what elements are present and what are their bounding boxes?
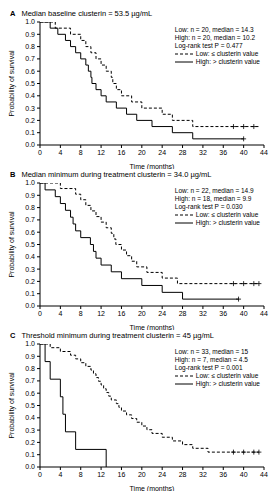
- svg-text:0: 0: [38, 471, 42, 478]
- html-text:Low: n = 22, median = 14.9: Low: n = 22, median = 14.9: [174, 187, 254, 194]
- svg-text:0.9: 0.9: [25, 31, 35, 38]
- svg-text:0.7: 0.7: [25, 55, 35, 62]
- html-text:High: > clusterin value: High: > clusterin value: [195, 219, 260, 226]
- svg-text:36: 36: [219, 310, 227, 317]
- svg-text:0.3: 0.3: [25, 427, 35, 434]
- svg-text:0.7: 0.7: [25, 216, 35, 223]
- html-text:Low: n = 33, median = 15: Low: n = 33, median = 15: [174, 348, 249, 355]
- svg-text:Probability of survival: Probability of survival: [8, 50, 16, 117]
- svg-text:4: 4: [58, 149, 62, 156]
- svg-text:20: 20: [138, 471, 146, 478]
- html-text:Median minimum during treatmen: Median minimum during treatment clusteri…: [21, 170, 212, 179]
- svg-text:0.9: 0.9: [25, 353, 35, 360]
- html-text:High: > clusterin value: High: > clusterin value: [195, 380, 260, 387]
- html-text:Log-rank test P = 0.477: Log-rank test P = 0.477: [174, 42, 243, 49]
- svg-text:0.5: 0.5: [25, 80, 35, 87]
- svg-text:12: 12: [97, 149, 105, 156]
- svg-text:0.6: 0.6: [25, 229, 35, 236]
- svg-text:44: 44: [260, 471, 268, 478]
- html-text:Low: ≤ clusterin value: Low: ≤ clusterin value: [195, 50, 259, 57]
- svg-text:44: 44: [260, 310, 268, 317]
- html-text:Low: ≤ clusterin value: Low: ≤ clusterin value: [195, 211, 259, 218]
- svg-text:0.5: 0.5: [25, 241, 35, 248]
- svg-text:0.3: 0.3: [25, 266, 35, 273]
- html-text:Log-rank test P = 0.001: Log-rank test P = 0.001: [174, 364, 243, 371]
- svg-text:0.8: 0.8: [25, 204, 35, 211]
- svg-text:1.0: 1.0: [25, 18, 35, 25]
- html-text:Median baseline clusterin = 53: Median baseline clusterin = 53.5 µg/mL: [21, 9, 153, 18]
- svg-text:0.2: 0.2: [25, 117, 35, 124]
- svg-text:0.3: 0.3: [25, 105, 35, 112]
- svg-text:Probability of survival: Probability of survival: [8, 372, 16, 439]
- svg-text:0.0: 0.0: [25, 141, 35, 148]
- svg-text:Time (months): Time (months): [130, 324, 175, 330]
- svg-text:24: 24: [158, 310, 166, 317]
- svg-text:24: 24: [158, 149, 166, 156]
- svg-text:0.4: 0.4: [25, 414, 35, 421]
- svg-text:36: 36: [219, 471, 227, 478]
- svg-text:28: 28: [179, 310, 187, 317]
- svg-text:8: 8: [79, 471, 83, 478]
- svg-text:0.4: 0.4: [25, 253, 35, 260]
- html-text:High: n = 18, median = 9.9: High: n = 18, median = 9.9: [174, 195, 252, 202]
- svg-text:40: 40: [240, 310, 248, 317]
- svg-text:Time (months): Time (months): [130, 485, 175, 491]
- svg-text:0.2: 0.2: [25, 278, 35, 285]
- svg-text:0.2: 0.2: [25, 439, 35, 446]
- html-text:High: > clusterin value: High: > clusterin value: [195, 58, 260, 65]
- html-text:Log-rank test P = 0.030: Log-rank test P = 0.030: [174, 203, 243, 210]
- svg-text:8: 8: [79, 149, 83, 156]
- html-text:A: A: [10, 9, 16, 18]
- svg-text:0.6: 0.6: [25, 68, 35, 75]
- svg-text:36: 36: [219, 149, 227, 156]
- svg-text:20: 20: [138, 310, 146, 317]
- svg-text:16: 16: [118, 149, 126, 156]
- svg-text:0.7: 0.7: [25, 377, 35, 384]
- svg-text:0.8: 0.8: [25, 365, 35, 372]
- svg-text:32: 32: [199, 310, 207, 317]
- svg-text:0.1: 0.1: [25, 290, 35, 297]
- svg-text:0.4: 0.4: [25, 92, 35, 99]
- svg-text:0: 0: [38, 310, 42, 317]
- svg-text:0.0: 0.0: [25, 463, 35, 470]
- svg-text:4: 4: [58, 310, 62, 317]
- svg-text:24: 24: [158, 471, 166, 478]
- svg-text:20: 20: [138, 149, 146, 156]
- html-text:Threshold minimum during treat: Threshold minimum during treatment clust…: [21, 331, 214, 340]
- svg-text:0.9: 0.9: [25, 192, 35, 199]
- svg-text:44: 44: [260, 149, 268, 156]
- svg-text:0.5: 0.5: [25, 402, 35, 409]
- svg-text:0.0: 0.0: [25, 302, 35, 309]
- html-text:High: n = 7, median = 4.5: High: n = 7, median = 4.5: [174, 356, 248, 363]
- svg-text:0.8: 0.8: [25, 43, 35, 50]
- svg-text:8: 8: [79, 310, 83, 317]
- svg-text:28: 28: [179, 471, 187, 478]
- html-text:B: B: [10, 170, 16, 179]
- svg-text:32: 32: [199, 149, 207, 156]
- svg-text:16: 16: [118, 471, 126, 478]
- svg-text:12: 12: [97, 310, 105, 317]
- svg-text:0.6: 0.6: [25, 390, 35, 397]
- svg-text:0: 0: [38, 149, 42, 156]
- svg-text:16: 16: [118, 310, 126, 317]
- html-text:Low: n = 20, median = 14.3: Low: n = 20, median = 14.3: [174, 26, 254, 33]
- svg-text:Probability of survival: Probability of survival: [8, 211, 16, 278]
- html-text:Low: ≤ clusterin value: Low: ≤ clusterin value: [195, 372, 259, 379]
- svg-text:Time (months): Time (months): [130, 163, 175, 169]
- svg-text:0.1: 0.1: [25, 451, 35, 458]
- svg-text:1.0: 1.0: [25, 340, 35, 347]
- html-text:High: n = 20, median = 10.2: High: n = 20, median = 10.2: [174, 34, 256, 41]
- svg-text:0.1: 0.1: [25, 129, 35, 136]
- svg-text:40: 40: [240, 471, 248, 478]
- svg-text:12: 12: [97, 471, 105, 478]
- svg-text:32: 32: [199, 471, 207, 478]
- svg-text:28: 28: [179, 149, 187, 156]
- svg-text:40: 40: [240, 149, 248, 156]
- svg-text:1.0: 1.0: [25, 179, 35, 186]
- html-text:C: C: [10, 331, 16, 340]
- svg-text:4: 4: [58, 471, 62, 478]
